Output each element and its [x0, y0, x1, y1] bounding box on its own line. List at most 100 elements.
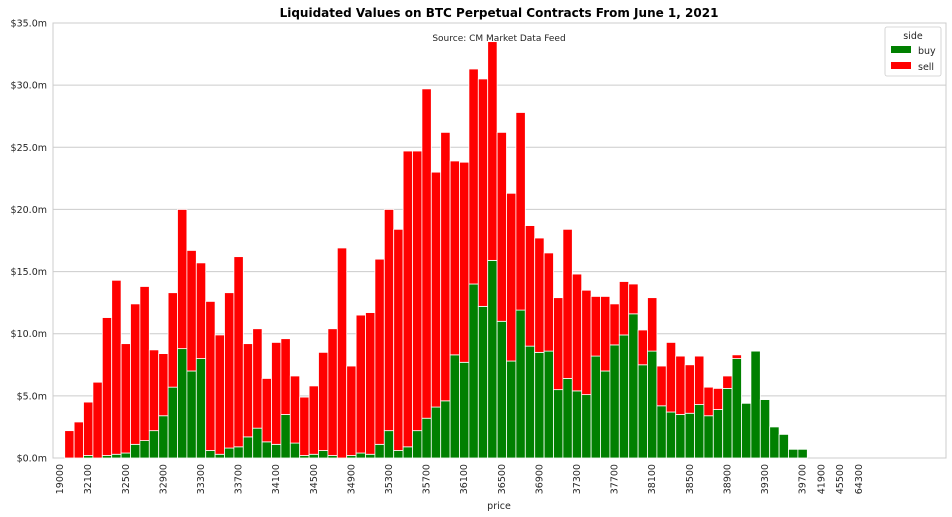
bar-sell	[205, 300, 216, 451]
bar-sell	[280, 338, 291, 415]
bar-sell	[383, 209, 395, 432]
bar-sell	[656, 365, 667, 407]
legend-label-buy: buy	[918, 46, 936, 57]
bar-sell	[524, 225, 536, 347]
bar-sell	[515, 112, 526, 311]
x-tick-label: 34100	[271, 464, 282, 494]
bar-sell	[214, 334, 225, 455]
bar-buy	[562, 378, 573, 459]
bar-buy	[684, 412, 695, 459]
y-tick-label: $35.0m	[11, 19, 47, 30]
bar-buy	[571, 390, 583, 459]
bar-buy	[271, 443, 282, 459]
bar-sell	[73, 421, 84, 459]
bar-sell	[261, 378, 272, 443]
bar-sell	[289, 375, 301, 444]
y-tick-label: $5.0m	[17, 391, 47, 402]
x-tick-label: 39300	[760, 464, 771, 494]
x-tick-label: 36100	[459, 464, 470, 494]
bar-sell	[355, 314, 366, 454]
bar-sell	[101, 317, 113, 456]
bar-sell	[224, 292, 235, 449]
bar-sell	[148, 349, 160, 432]
bar-buy	[722, 387, 733, 459]
bar-buy	[365, 453, 376, 459]
bar-buy	[694, 404, 705, 459]
legend-swatch-buy	[891, 46, 911, 53]
bar-sell	[647, 297, 658, 352]
bar-buy	[496, 320, 507, 459]
bar-buy	[308, 453, 319, 459]
bar-buy	[459, 361, 470, 459]
bar-sell	[562, 228, 573, 379]
bar-sell	[590, 296, 601, 357]
bar-buy	[430, 406, 442, 459]
bar-buy	[318, 450, 329, 459]
bar-buy	[289, 442, 301, 459]
bar-sell	[506, 192, 517, 362]
bar-sell	[571, 273, 583, 392]
bar-sell	[618, 281, 630, 336]
bar-sell	[233, 256, 244, 448]
bar-sell	[712, 387, 724, 410]
bar-buy	[111, 453, 122, 459]
bar-buy	[130, 443, 141, 459]
bar-buy	[759, 399, 771, 459]
bar-sell	[139, 286, 150, 442]
bar-sell	[675, 355, 686, 415]
bar-buy	[506, 360, 517, 459]
bar-buy	[449, 354, 460, 459]
bar-buy	[177, 348, 188, 459]
bar-buy	[487, 259, 498, 459]
bar-sell	[177, 209, 188, 350]
bar-sell	[393, 228, 404, 451]
bar-sell	[468, 68, 479, 285]
bar-buy	[402, 446, 413, 459]
bar-buy	[468, 283, 479, 459]
bar-sell	[308, 385, 319, 455]
bar-sell	[365, 312, 376, 455]
y-axis-ticks: $0.0m $5.0m $10.0m $15.0m $20.0m $25.0m $30.0m…	[11, 19, 47, 465]
x-tick-label: 41900	[816, 464, 827, 494]
bar-sell	[609, 303, 620, 346]
x-tick-label: 36500	[497, 464, 508, 494]
x-tick-label: 35700	[422, 464, 433, 494]
bar-sell	[374, 258, 385, 445]
x-tick-label: 34900	[346, 464, 357, 494]
bar-buy	[412, 430, 423, 459]
bar-buy	[393, 450, 404, 459]
bar-sell	[130, 303, 141, 445]
bar-sell	[440, 131, 451, 402]
bar-buy	[252, 427, 263, 459]
bar-buy	[224, 447, 235, 459]
bar-buy	[534, 351, 545, 459]
bars	[64, 41, 808, 459]
bar-buy	[581, 394, 592, 459]
chart-title: Liquidated Values on BTC Perpetual Contr…	[280, 6, 719, 20]
bar-buy	[421, 417, 432, 459]
bar-sell	[496, 131, 507, 322]
x-tick-label: 38900	[722, 464, 733, 494]
bar-buy	[637, 364, 648, 459]
bar-sell	[252, 328, 263, 429]
bar-buy	[242, 436, 254, 459]
bar-sell	[242, 343, 254, 438]
bar-sell	[111, 279, 122, 455]
bar-sell	[722, 375, 733, 389]
x-tick-label: 64300	[854, 464, 865, 494]
bar-sell	[459, 161, 470, 363]
x-tick-label: 32500	[121, 464, 132, 494]
bar-buy	[383, 430, 395, 459]
bar-sell	[430, 171, 442, 408]
bar-buy	[167, 386, 178, 459]
x-tick-label: 37700	[610, 464, 621, 494]
bar-buy	[778, 433, 789, 459]
bar-buy	[205, 450, 216, 459]
y-tick-label: $15.0m	[11, 267, 47, 278]
bar-buy	[609, 344, 620, 459]
bar-buy	[524, 345, 536, 459]
bar-buy	[543, 350, 554, 459]
bar-sell	[336, 247, 348, 459]
chart-subtitle: Source: CM Market Data Feed	[432, 34, 565, 44]
